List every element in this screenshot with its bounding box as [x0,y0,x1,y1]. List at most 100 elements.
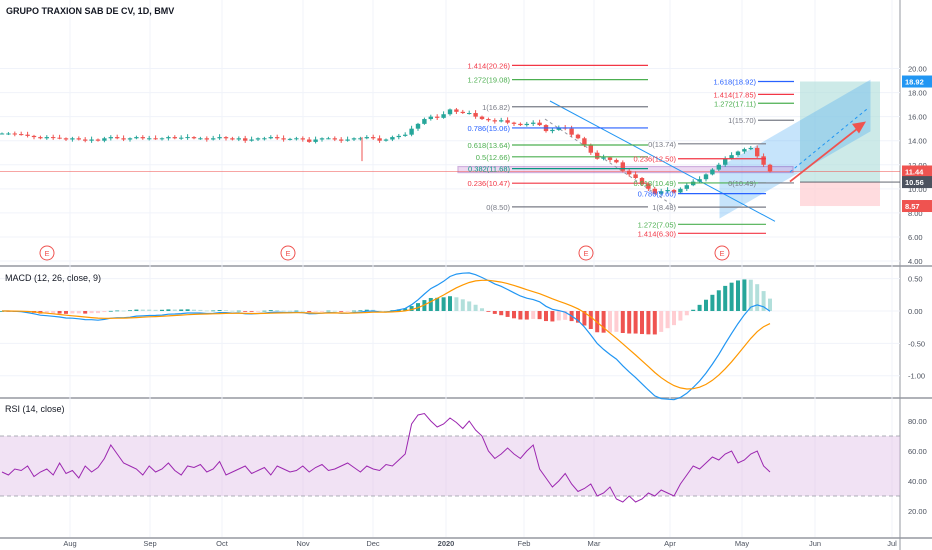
candle-body [281,138,286,140]
price-badge-label: 11.44 [905,167,924,176]
macd-histogram-bar [505,311,510,317]
candle-body [531,122,536,124]
candle-body [550,129,555,132]
macd-histogram-bar [352,310,356,312]
fib-level-label: 1.272(17.11) [714,99,756,108]
time-scale: Aug Sep Oct Nov Dec 2020 Feb Mar Apr May Jun Jul [63,539,897,548]
candle-body [639,177,645,185]
candle-body [601,157,606,159]
macd-histogram-bar [51,311,56,314]
target-zone [800,81,880,183]
fib-level-label: 1.618(18.92) [713,78,756,87]
time-tick-label: Mar [588,539,601,548]
candle-body [377,138,382,141]
macd-histogram-bar [211,310,216,312]
candle-body [230,138,235,140]
candle-body [326,138,331,140]
macd-histogram-bar [358,310,363,312]
stop-zone [800,182,880,207]
fib-level-label: 1.414(17.85) [713,90,756,99]
time-tick-label: May [735,539,749,548]
candle-body [262,138,267,140]
macd-title: MACD (12, 26, close, 9) [5,273,101,283]
candle-body [518,123,523,126]
candle-body [19,134,24,136]
candle-body [147,138,152,140]
macd-tick-label: 0.50 [908,275,923,284]
rsi-tick-label: 20.00 [908,507,927,516]
price-tick-label: 14.00 [908,137,927,146]
macd-histogram-bar [704,299,708,311]
fib-level-label: 1.272(19.08) [467,76,510,85]
macd-histogram-bar [224,310,228,312]
macd-histogram-bar [729,282,734,311]
macd-histogram-bar [121,310,126,312]
candle-body [307,139,312,142]
macd-histogram-bar [492,311,497,314]
macd-histogram-bar [486,311,491,312]
symbol-title: GRUPO TRAXION SAB DE CV, 1D, BMV [6,6,174,16]
candle-body [710,169,715,175]
macd-histogram-bar [76,311,81,314]
candle-body [755,147,760,157]
candle-body [697,179,702,182]
macd-histogram-bar [83,311,88,314]
macd-histogram-bar [332,310,337,312]
candle-body [185,137,190,139]
candle-body [383,139,389,141]
candle-body [339,139,344,141]
candle-body [121,138,126,140]
price-badge [902,165,932,178]
candle-body [236,138,241,140]
macd-histogram-bar [364,309,369,311]
candle-body [524,123,529,126]
candle-body [166,137,171,139]
macd-histogram-bar [128,310,132,312]
macd-histogram-bar [217,310,222,311]
candle-body [25,134,30,136]
macd-histogram-bar [684,311,689,316]
price-tick-label: 10.00 [908,185,927,194]
candle-body [102,138,107,141]
macd-histogram-bar [473,304,478,311]
candle-body [159,138,165,140]
macd-histogram-bar [44,311,49,314]
candle-body [454,109,459,112]
candle-body [575,134,581,139]
macd-histogram-bar [723,285,728,311]
rsi-band [0,436,900,496]
macd-histogram-bar [608,311,612,333]
macd-histogram-bar [736,280,740,311]
price-tick-label: 6.00 [908,233,923,242]
candle-body [684,185,689,189]
candle-body [659,191,664,194]
macd-histogram-bar [153,309,158,311]
price-badge [902,176,932,189]
candle-body [505,120,510,123]
macd-histogram-bar [192,309,196,311]
macd-histogram-bar [102,311,107,313]
candle-body [191,137,197,139]
fib-level-label: 1(16.82) [482,103,510,112]
macd-histogram-bar [499,311,504,316]
macd-histogram-bar [313,311,318,312]
time-tick-label: Sep [143,539,156,548]
projection-arrow [789,124,863,183]
time-tick-label: Dec [366,539,380,548]
macd-histogram-bar [435,297,440,311]
fib-level-label: 0(13.74) [648,140,676,149]
candle-body [556,127,561,130]
candle-body [499,120,504,122]
macd-histogram-bar [345,311,350,312]
candle-body [44,137,49,139]
macd-histogram-bar [243,311,248,312]
candle-body [179,137,184,139]
earnings-marker-label: E [583,249,588,258]
candle-body [268,137,273,139]
candle-body [441,114,446,118]
candle-body [6,133,11,135]
macd-histogram-bar [716,290,721,311]
candle-body [12,133,17,135]
trend-line-dashed [544,118,676,208]
earnings-marker [39,245,55,261]
